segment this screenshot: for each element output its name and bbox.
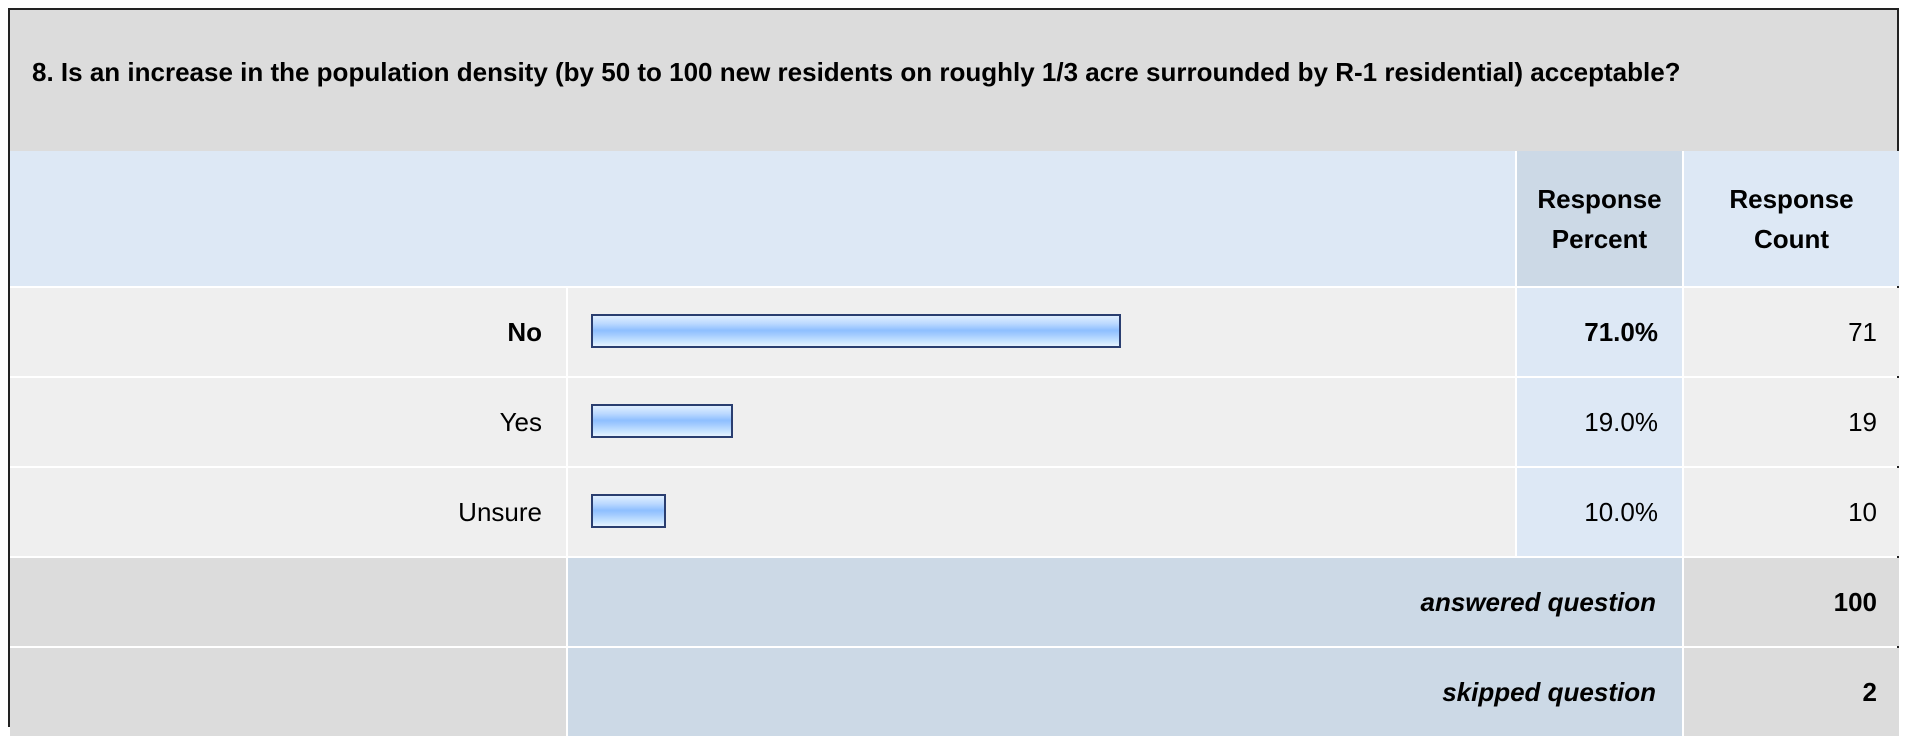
row-percent-yes: 19.0% xyxy=(1517,378,1682,466)
bar-yes xyxy=(591,404,733,438)
row-label-unsure: Unsure xyxy=(10,468,566,556)
header-response-count-line1: Response xyxy=(1729,184,1854,214)
row-count-unsure: 10 xyxy=(1684,468,1899,556)
header-response-count: Response Count xyxy=(1684,151,1899,286)
header-response-percent-line2: Percent xyxy=(1551,224,1648,254)
row-label-yes: Yes xyxy=(10,378,566,466)
header-response-count-line2: Count xyxy=(1753,224,1830,254)
answered-question-value: 100 xyxy=(1684,558,1899,646)
row-count-yes: 19 xyxy=(1684,378,1899,466)
header-response-percent-line1: Response xyxy=(1537,184,1662,214)
skipped-blank xyxy=(10,648,566,736)
row-bar-cell-no xyxy=(568,288,1515,376)
skipped-question-label: skipped question xyxy=(568,648,1682,736)
row-percent-unsure: 10.0% xyxy=(1517,468,1682,556)
skipped-question-value: 2 xyxy=(1684,648,1899,736)
row-percent-no: 71.0% xyxy=(1517,288,1682,376)
answered-blank xyxy=(10,558,566,646)
row-bar-cell-yes xyxy=(568,378,1515,466)
header-response-percent: Response Percent xyxy=(1517,151,1682,286)
row-count-no: 71 xyxy=(1684,288,1899,376)
row-bar-cell-unsure xyxy=(568,468,1515,556)
survey-results-table: 8. Is an increase in the population dens… xyxy=(8,8,1899,736)
bar-no xyxy=(591,314,1121,348)
question-title: 8. Is an increase in the population dens… xyxy=(10,10,1897,151)
header-blank xyxy=(10,151,1515,286)
answered-question-label: answered question xyxy=(568,558,1682,646)
row-label-no: No xyxy=(10,288,566,376)
bar-unsure xyxy=(591,494,666,528)
